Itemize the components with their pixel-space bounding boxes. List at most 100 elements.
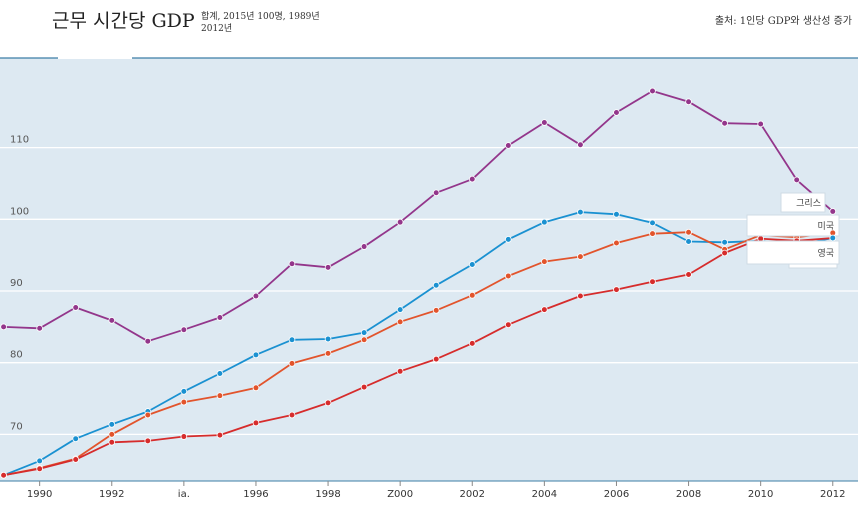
- x-tick-label: 1992: [99, 489, 124, 500]
- x-tick-label: 1990: [27, 489, 52, 500]
- data-point: [468, 340, 476, 347]
- data-point: [0, 323, 7, 331]
- legend-label: 그리스: [796, 198, 821, 209]
- data-point: [108, 438, 116, 446]
- data-point: [144, 411, 152, 419]
- data-point: [252, 384, 260, 392]
- data-point: [36, 457, 43, 465]
- data-point: [613, 109, 620, 116]
- series-line-2: [3, 211, 833, 477]
- data-point: [685, 98, 692, 106]
- data-point: [468, 261, 476, 268]
- data-point: [396, 368, 404, 375]
- series-line-3: [3, 231, 833, 477]
- plot-area: [0, 58, 858, 481]
- legend-label: 미국: [817, 221, 834, 232]
- data-point: [577, 141, 584, 149]
- x-tick-label: 2012: [820, 489, 845, 500]
- data-point: [649, 87, 656, 95]
- data-point: [0, 471, 7, 479]
- data-point: [108, 431, 116, 438]
- data-point: [505, 321, 512, 329]
- data-point: [721, 238, 728, 246]
- data-point: [216, 392, 224, 399]
- data-point: [432, 307, 440, 314]
- series-line-4: [3, 237, 833, 477]
- data-point: [649, 230, 656, 237]
- data-point: [108, 421, 116, 428]
- legend-box: [746, 240, 840, 265]
- data-point: [505, 142, 512, 149]
- data-point: [432, 355, 440, 363]
- x-tick-label: 1998: [315, 489, 340, 500]
- data-point: [541, 119, 548, 126]
- data-point: [685, 228, 692, 236]
- bottom-axis-bar: [0, 481, 858, 507]
- x-tick-label: ia.: [178, 489, 190, 500]
- data-point: [144, 437, 152, 445]
- data-point: [72, 456, 80, 463]
- data-point: [216, 314, 224, 321]
- x-tick-label: 2006: [604, 489, 629, 500]
- data-point: [144, 337, 152, 345]
- legend-box: [746, 214, 840, 237]
- data-point: [360, 243, 368, 250]
- data-point: [685, 271, 692, 278]
- data-point: [505, 236, 512, 243]
- y-tick-label: 70: [10, 421, 23, 432]
- data-point: [36, 324, 43, 332]
- data-point: [288, 360, 296, 367]
- y-tick-label: 100: [10, 206, 29, 217]
- data-point: [324, 335, 332, 343]
- data-point: [541, 218, 548, 226]
- data-point: [468, 175, 476, 183]
- x-tick-label: 2010: [748, 489, 773, 500]
- x-tick-label: 2002: [460, 489, 485, 500]
- data-point: [288, 260, 296, 268]
- y-tick-label: 110: [10, 135, 29, 146]
- legend-box: [780, 192, 826, 213]
- data-point: [396, 306, 404, 313]
- header-tab-indicator: [58, 56, 132, 59]
- data-point: [288, 411, 296, 419]
- legend-label: 영국: [817, 248, 834, 259]
- data-point: [613, 239, 620, 247]
- series-line-1: [3, 90, 834, 343]
- data-point: [360, 336, 368, 344]
- data-point: [541, 258, 548, 265]
- data-point: [396, 218, 404, 226]
- data-point: [649, 278, 656, 285]
- data-point: [324, 399, 332, 407]
- data-point: [432, 281, 440, 289]
- x-tick-label: 1996: [243, 489, 268, 500]
- y-tick-label: 80: [10, 350, 23, 361]
- x-tick-label: 2008: [676, 489, 701, 500]
- data-point: [180, 326, 188, 334]
- data-point: [613, 286, 620, 293]
- data-point: [396, 318, 404, 326]
- chart-subtitle: 합계, 2015년 100명, 1989년 2012년: [201, 12, 320, 34]
- data-point: [360, 383, 368, 391]
- data-point: [793, 176, 801, 184]
- data-point: [72, 435, 80, 443]
- data-point: [288, 336, 296, 344]
- data-point: [252, 351, 260, 359]
- data-point: [577, 208, 584, 216]
- data-point: [36, 465, 43, 473]
- x-tick-label: 2004: [532, 489, 557, 500]
- data-point: [108, 317, 116, 324]
- data-point: [252, 419, 260, 427]
- x-tick-label: Z000: [387, 489, 413, 500]
- y-tick-label: 90: [10, 278, 23, 289]
- data-point: [360, 329, 368, 336]
- chart-title: 근무 시간당 GDP: [52, 10, 195, 32]
- data-point: [685, 238, 692, 245]
- data-point: [721, 119, 728, 127]
- chart-header: [0, 0, 858, 58]
- data-point: [649, 219, 656, 227]
- data-point: [180, 433, 188, 440]
- data-point: [577, 253, 584, 260]
- chart-source: 출처: 1인당 GDP와 생산성 증가: [714, 16, 852, 27]
- data-point: [613, 210, 620, 218]
